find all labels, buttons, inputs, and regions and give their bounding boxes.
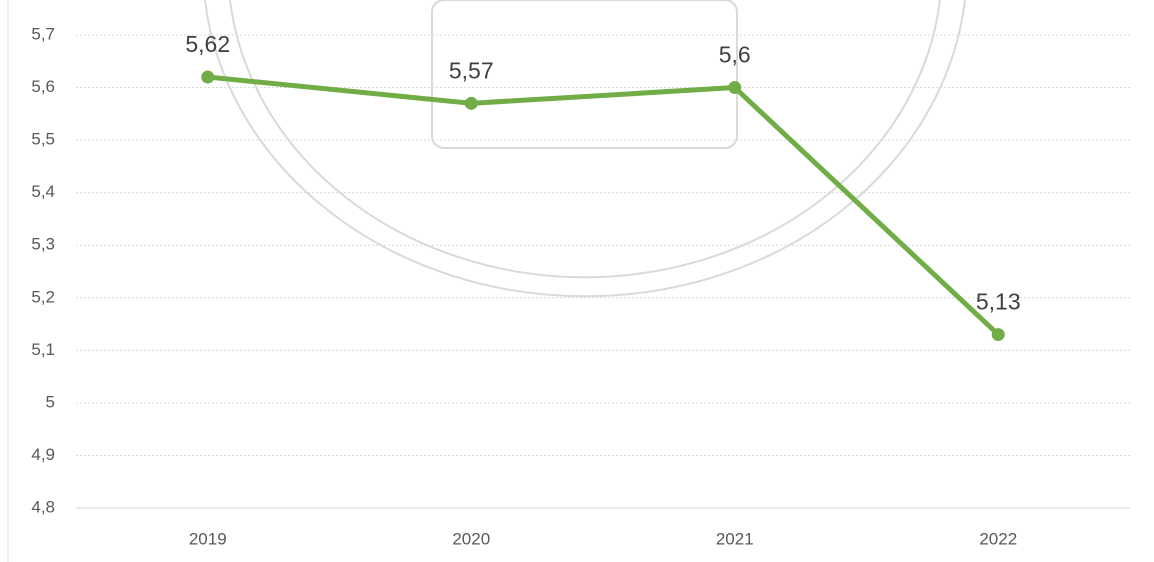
y-tick-label: 5,6 — [31, 77, 55, 96]
data-label: 5,57 — [449, 57, 494, 83]
y-tick-label: 5,7 — [31, 24, 55, 43]
data-label: 5,62 — [185, 31, 230, 57]
data-point — [201, 70, 215, 84]
data-label: 5,6 — [719, 42, 751, 68]
data-label: 5,13 — [976, 289, 1021, 315]
y-tick-label: 5,1 — [31, 340, 55, 359]
y-tick-label: 5,2 — [31, 287, 55, 306]
watermark-ring — [204, 0, 966, 298]
x-tick-label: 2020 — [452, 529, 490, 548]
watermark — [204, 0, 966, 298]
y-tick-label: 4,9 — [31, 445, 55, 464]
x-tick-label: 2022 — [979, 529, 1017, 548]
watermark-ring — [229, 0, 941, 279]
watermark-shield — [431, 0, 738, 149]
data-point — [464, 96, 478, 110]
y-tick-label: 5,5 — [31, 130, 55, 149]
x-tick-label: 2019 — [189, 529, 227, 548]
y-tick-label: 5,4 — [31, 182, 55, 201]
data-point — [991, 328, 1005, 342]
y-tick-label: 4,8 — [31, 497, 55, 516]
y-tick-label: 5 — [46, 392, 55, 411]
series-line — [207, 74, 1000, 337]
x-tick-label: 2021 — [716, 529, 754, 548]
data-point — [728, 81, 742, 95]
y-tick-label: 5,3 — [31, 235, 55, 254]
